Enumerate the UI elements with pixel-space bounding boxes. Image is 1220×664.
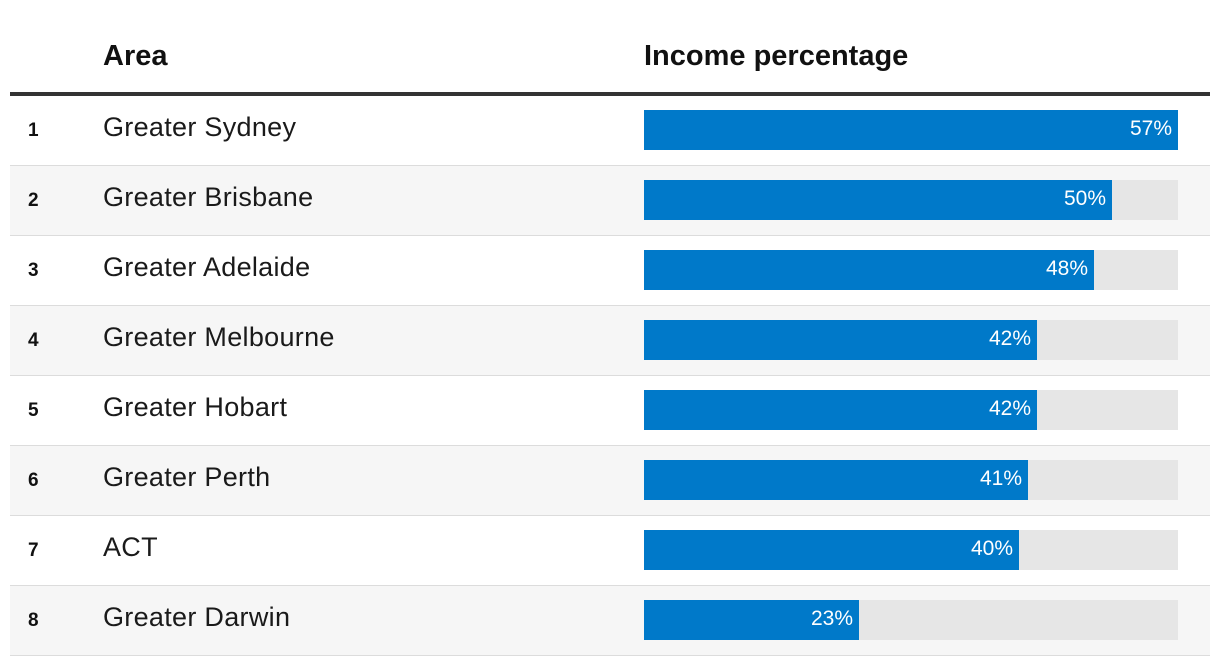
income-column-header: Income percentage — [644, 40, 909, 72]
bar-track: 50% — [644, 180, 1178, 220]
rank-label: 3 — [28, 260, 39, 281]
income-bar: 23% — [644, 600, 859, 640]
table-row: 1 Greater Sydney 57% — [10, 96, 1210, 166]
income-bar: 42% — [644, 390, 1037, 430]
bar-value-label: 48% — [1045, 257, 1088, 280]
area-label: Greater Brisbane — [103, 182, 314, 212]
income-bar: 57% — [644, 110, 1178, 150]
bar-value-label: 41% — [979, 467, 1022, 490]
rank-label: 7 — [28, 540, 39, 561]
bar-track: 57% — [644, 110, 1178, 150]
area-label: Greater Sydney — [103, 112, 297, 142]
rank-label: 4 — [28, 330, 39, 351]
bar-track: 48% — [644, 250, 1178, 290]
income-bar: 42% — [644, 320, 1037, 360]
table-row: 2 Greater Brisbane 50% — [10, 166, 1210, 236]
table-row: 6 Greater Perth 41% — [10, 446, 1210, 516]
income-bar: 41% — [644, 460, 1028, 500]
table-header: Area Income percentage — [10, 0, 1210, 96]
bar-value-label: 50% — [1063, 187, 1106, 210]
table-row: 5 Greater Hobart 42% — [10, 376, 1210, 446]
rank-label: 8 — [28, 610, 39, 631]
bar-track: 41% — [644, 460, 1178, 500]
bar-value-label: 40% — [970, 537, 1013, 560]
table-row: 3 Greater Adelaide 48% — [10, 236, 1210, 306]
area-label: Greater Melbourne — [103, 322, 335, 352]
area-column-header: Area — [103, 40, 168, 72]
area-label: Greater Perth — [103, 462, 271, 492]
area-label: Greater Hobart — [103, 392, 288, 422]
bar-track: 42% — [644, 320, 1178, 360]
rank-label: 5 — [28, 400, 39, 421]
rank-label: 2 — [28, 190, 39, 211]
bar-track: 23% — [644, 600, 1178, 640]
bar-track: 40% — [644, 530, 1178, 570]
table-row: 4 Greater Melbourne 42% — [10, 306, 1210, 376]
area-label: Greater Darwin — [103, 602, 291, 632]
bar-value-label: 42% — [988, 397, 1031, 420]
income-bar: 48% — [644, 250, 1094, 290]
area-label: ACT — [103, 532, 158, 562]
income-bar: 40% — [644, 530, 1019, 570]
table-body: 1 Greater Sydney 57% 2 Greater Brisbane 50% 3 G… — [10, 96, 1210, 656]
income-table: Area Income percentage 1 Greater Sydney 57… — [10, 0, 1210, 656]
bar-value-label: 57% — [1129, 117, 1172, 140]
rank-label: 1 — [28, 120, 39, 141]
area-label: Greater Adelaide — [103, 252, 311, 282]
bar-track: 42% — [644, 390, 1178, 430]
bar-value-label: 23% — [810, 607, 853, 630]
table-row: 8 Greater Darwin 23% — [10, 586, 1210, 656]
table-row: 7 ACT 40% — [10, 516, 1210, 586]
income-bar: 50% — [644, 180, 1112, 220]
bar-value-label: 42% — [988, 327, 1031, 350]
rank-label: 6 — [28, 470, 39, 491]
